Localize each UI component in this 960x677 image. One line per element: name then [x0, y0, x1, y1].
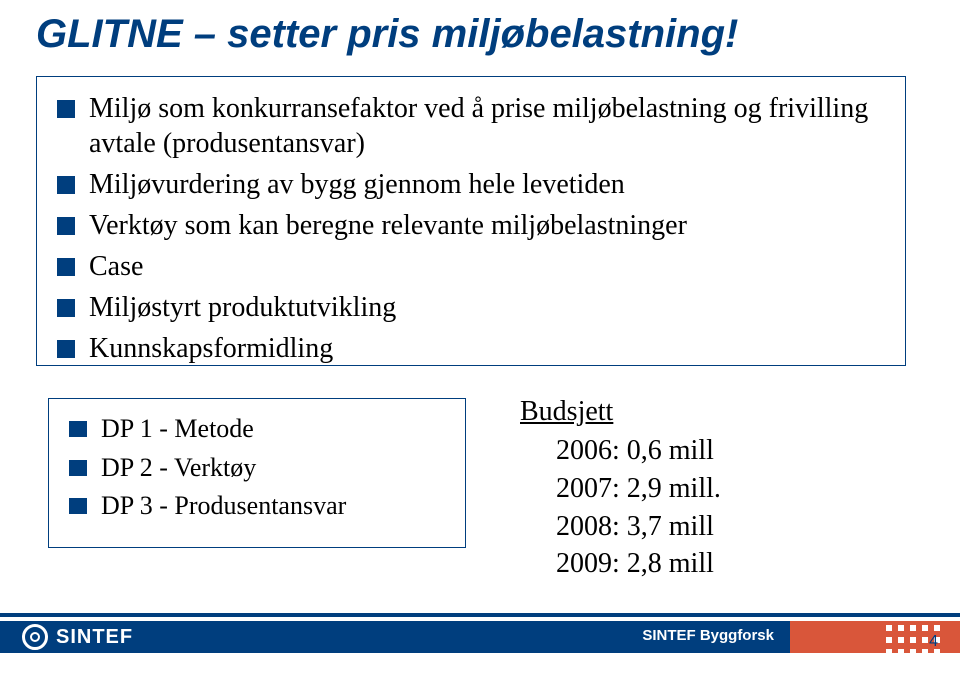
list-item-text: Verktøy som kan beregne relevante miljøb… [89, 208, 687, 243]
slide-title: GLITNE – setter pris miljøbelastning! [36, 12, 738, 57]
budget-line: 2008: 3,7 mill [556, 508, 880, 546]
list-item-text: DP 1 - Metode [101, 413, 254, 446]
list-item: Miljøstyrt produktutvikling [57, 290, 885, 325]
square-bullet-icon [57, 258, 75, 276]
list-item: DP 1 - Metode [69, 413, 445, 446]
square-bullet-icon [57, 340, 75, 358]
list-item-text: DP 2 - Verktøy [101, 452, 256, 485]
list-item: Miljø som konkurransefaktor ved å prise … [57, 91, 885, 161]
budget-line: 2007: 2,9 mill. [556, 470, 880, 508]
square-bullet-icon [57, 217, 75, 235]
footer-top-stripe [0, 613, 960, 617]
list-item: Verktøy som kan beregne relevante miljøb… [57, 208, 885, 243]
square-bullet-icon [57, 299, 75, 317]
budget-block: Budsjett 2006: 0,6 mill 2007: 2,9 mill. … [520, 396, 880, 583]
list-item: Miljøvurdering av bygg gjennom hele leve… [57, 167, 885, 202]
list-item-text: DP 3 - Produsentansvar [101, 490, 346, 523]
logo-text: SINTEF [56, 626, 133, 649]
square-bullet-icon [69, 421, 87, 437]
budget-heading: Budsjett [520, 396, 880, 428]
budget-line: 2006: 0,6 mill [556, 432, 880, 470]
list-item: DP 2 - Verktøy [69, 452, 445, 485]
budget-line: 2009: 2,8 mill [556, 545, 880, 583]
square-bullet-icon [69, 460, 87, 476]
list-item: Kunnskapsformidling [57, 331, 885, 366]
slide: GLITNE – setter pris miljøbelastning! Mi… [0, 0, 960, 677]
logo-ring-icon [22, 624, 48, 650]
footer: SINTEF SINTEF Byggforsk [0, 613, 960, 657]
list-item-text: Case [89, 249, 143, 284]
footer-label: SINTEF Byggforsk [642, 627, 774, 644]
square-bullet-icon [57, 100, 75, 118]
sintef-logo: SINTEF [22, 621, 133, 653]
square-bullet-icon [69, 498, 87, 514]
main-box: Miljø som konkurransefaktor ved å prise … [36, 76, 906, 366]
list-item: Case [57, 249, 885, 284]
list-item-text: Kunnskapsformidling [89, 331, 333, 366]
list-item-text: Miljøvurdering av bygg gjennom hele leve… [89, 167, 625, 202]
square-bullet-icon [57, 176, 75, 194]
list-item-text: Miljøstyrt produktutvikling [89, 290, 396, 325]
list-item: DP 3 - Produsentansvar [69, 490, 445, 523]
dp-box: DP 1 - Metode DP 2 - Verktøy DP 3 - Prod… [48, 398, 466, 548]
page-number: 4 [929, 633, 938, 651]
list-item-text: Miljø som konkurransefaktor ved å prise … [89, 91, 885, 161]
